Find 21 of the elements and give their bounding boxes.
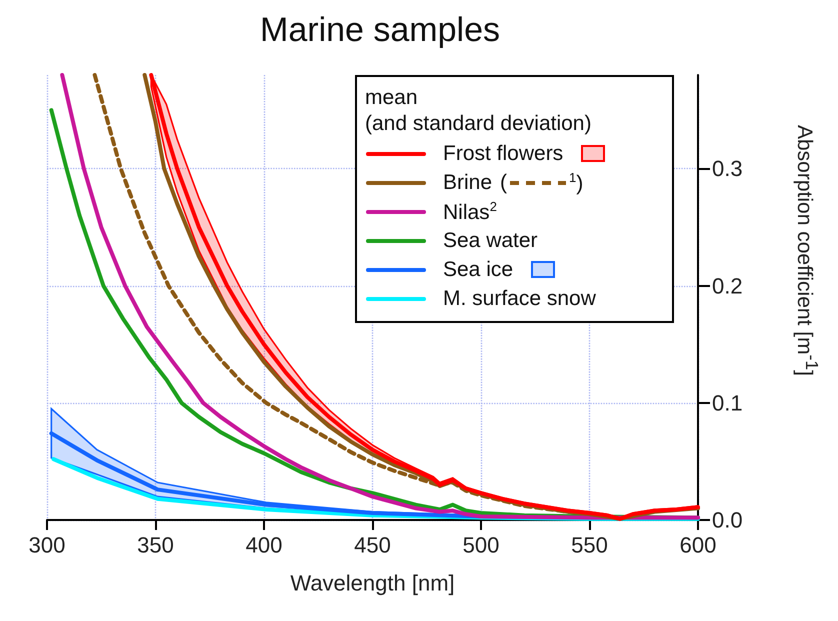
y-tick-label: 0.3 — [712, 156, 743, 182]
x-tick-label: 600 — [680, 532, 716, 558]
legend-label: Sea ice — [443, 258, 514, 282]
x-axis-title: Wavelength [nm] — [290, 570, 455, 596]
legend-label: Sea water — [443, 228, 538, 252]
x-tick-label: 350 — [137, 532, 174, 558]
text: ($^{1}$) — [500, 170, 584, 194]
x-tick-label: 400 — [246, 532, 282, 558]
legend-title: mean (and standard deviation) — [365, 85, 592, 137]
chart-title: Marine samples — [260, 11, 500, 49]
legend-label: M. surface snow — [443, 286, 596, 310]
legend-label: Brine — [443, 170, 492, 194]
x-tick-label: 550 — [571, 532, 608, 558]
y-tick-label: 0.2 — [712, 273, 743, 298]
x-tick-label: 500 — [462, 532, 500, 558]
x-tick-label: 450 — [354, 532, 391, 558]
x-tick-label: 300 — [28, 532, 66, 558]
y-tick-label: 0.0 — [712, 508, 743, 532]
y-tick-label: 0.1 — [712, 390, 743, 416]
legend-label: Nilas$^{2}$ — [443, 198, 497, 224]
legend-label: Frost flowers — [443, 142, 564, 166]
